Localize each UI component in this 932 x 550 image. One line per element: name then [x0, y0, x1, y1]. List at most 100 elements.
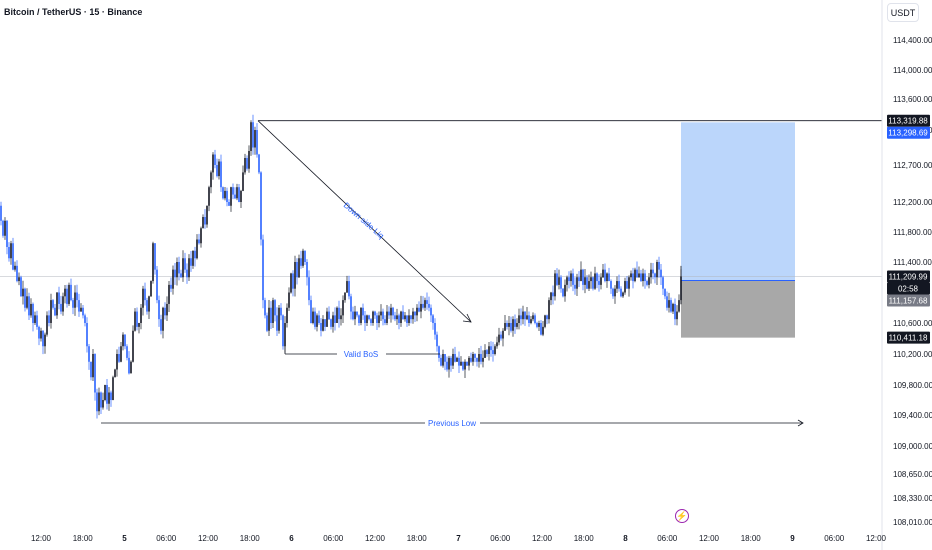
candle-body: [550, 292, 552, 301]
candle-body: [150, 281, 152, 297]
candle: [380, 304, 382, 322]
candle-body: [500, 334, 502, 339]
candle-body: [86, 323, 88, 347]
candle-body: [602, 269, 604, 278]
candle-body: [410, 315, 412, 320]
candle: [406, 315, 408, 327]
candle: [72, 297, 74, 315]
candle: [150, 280, 152, 297]
candle: [368, 314, 370, 321]
candle: [170, 277, 172, 293]
candle-body: [24, 288, 26, 308]
candle: [100, 391, 102, 415]
candle-body: [40, 330, 42, 339]
candle-body: [70, 284, 72, 301]
candle: [62, 292, 64, 316]
candle: [492, 341, 494, 362]
candle-body: [446, 361, 448, 370]
candle-body: [418, 307, 420, 312]
candle: [496, 336, 498, 349]
candle: [648, 272, 650, 289]
candle-body: [294, 262, 296, 289]
candle-body: [76, 292, 78, 301]
down-side-liq-arrow: [257, 120, 472, 323]
y-tick-label: 109,400.00: [893, 411, 932, 420]
candle: [272, 297, 274, 328]
candle-body: [32, 303, 34, 323]
candle-body: [60, 303, 62, 312]
candle: [130, 360, 132, 374]
candle-body: [222, 187, 224, 199]
price-label-text: 02:58: [898, 284, 919, 293]
candle-body: [358, 315, 360, 323]
candle: [542, 321, 544, 337]
candle-body: [580, 269, 582, 282]
candle: [180, 269, 182, 278]
candle: [434, 318, 436, 340]
candle-body: [134, 311, 136, 331]
candle-body: [608, 273, 610, 282]
candle-body: [496, 342, 498, 347]
candle-body: [230, 187, 232, 206]
candle-body: [154, 243, 156, 270]
candle: [604, 263, 606, 283]
candle-body: [370, 319, 372, 323]
candle-body: [72, 300, 74, 308]
candle: [8, 242, 10, 262]
y-tick-label: 109,800.00: [893, 381, 932, 390]
candle-body: [312, 311, 314, 323]
candle: [338, 300, 340, 328]
x-tick-label: 18:00: [574, 534, 595, 543]
candle: [364, 310, 366, 332]
candle: [586, 275, 588, 290]
candle: [222, 186, 224, 200]
candle: [50, 293, 52, 329]
candle: [424, 297, 426, 311]
arrow-shaft: [257, 120, 472, 323]
candle: [208, 185, 210, 212]
candle: [292, 270, 294, 297]
candle: [550, 291, 552, 306]
lightning-icon[interactable]: ⚡: [675, 509, 689, 523]
candle: [436, 331, 438, 352]
candle-body: [226, 190, 228, 202]
candle: [592, 276, 594, 291]
candle: [582, 268, 584, 291]
candle: [352, 306, 354, 321]
candle-body: [576, 277, 578, 289]
candle: [644, 269, 646, 289]
candle-body: [84, 315, 86, 323]
candle: [140, 303, 142, 330]
candle-body: [622, 292, 624, 297]
candle: [218, 158, 220, 180]
candle: [16, 260, 18, 283]
candle: [288, 287, 290, 311]
candle-body: [630, 273, 632, 278]
candle: [650, 262, 652, 284]
candle: [574, 277, 576, 295]
candle: [26, 288, 28, 310]
candle: [334, 307, 336, 331]
candle: [472, 351, 474, 366]
candle-body: [78, 300, 80, 312]
candle-body: [162, 307, 164, 331]
candle-body: [146, 300, 148, 312]
candle: [534, 313, 536, 325]
candle: [238, 184, 240, 203]
candle-body: [548, 300, 550, 320]
candle-body: [606, 273, 608, 282]
candle-body: [376, 315, 378, 323]
candle: [32, 302, 34, 332]
candle: [348, 275, 350, 300]
candle-body: [268, 307, 270, 331]
candle-body: [132, 330, 134, 362]
candle-body: [584, 277, 586, 285]
candle-body: [140, 307, 142, 323]
candle: [162, 306, 164, 339]
currency-selector[interactable]: USDT: [887, 3, 919, 22]
candle-body: [568, 277, 570, 282]
candle: [362, 303, 364, 320]
x-tick-label: 12:00: [365, 534, 386, 543]
candle: [450, 355, 452, 372]
